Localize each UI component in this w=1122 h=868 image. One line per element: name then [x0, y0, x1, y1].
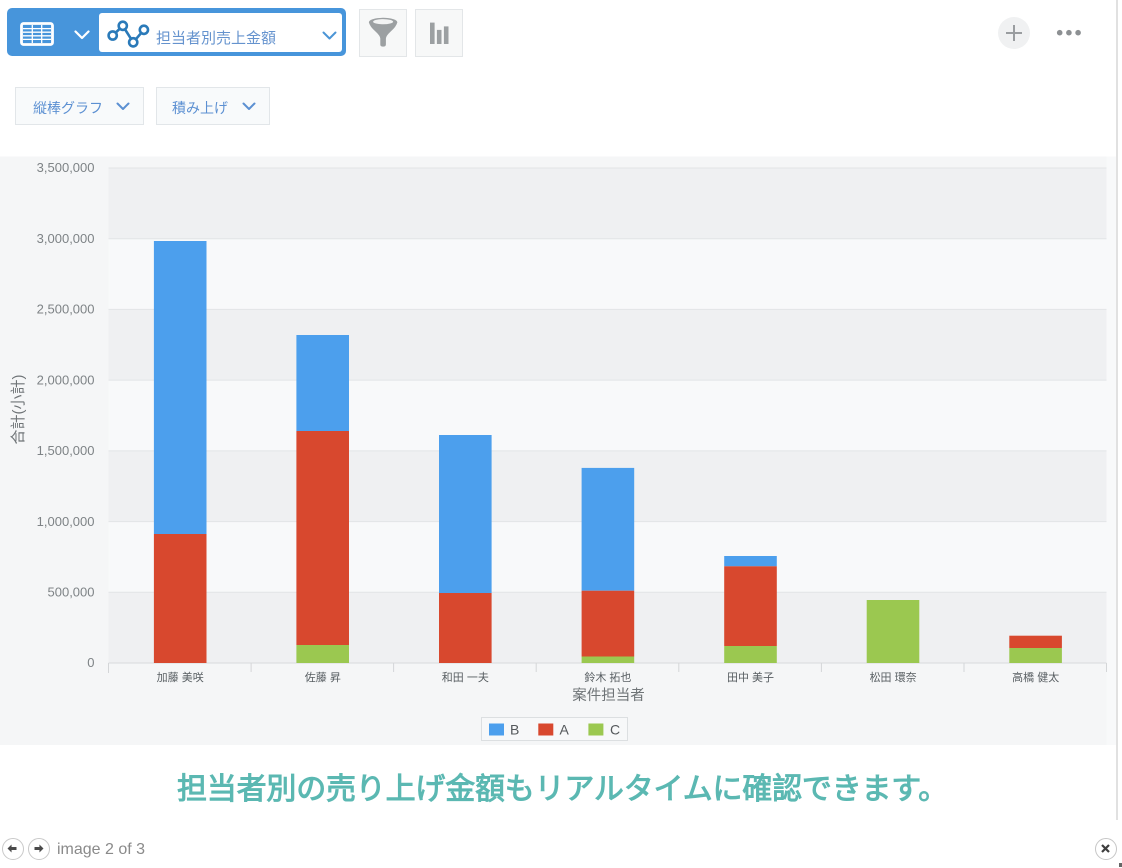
svg-text:1,000,000: 1,000,000: [37, 514, 95, 529]
svg-text:2,000,000: 2,000,000: [37, 372, 95, 387]
svg-text:3,500,000: 3,500,000: [37, 160, 95, 175]
svg-text:鈴木 拓也: 鈴木 拓也: [584, 670, 631, 684]
svg-text:C: C: [610, 722, 620, 738]
svg-text:和田 一夫: 和田 一夫: [442, 671, 489, 684]
svg-text:500,000: 500,000: [48, 585, 95, 600]
svg-text:案件担当者: 案件担当者: [572, 686, 645, 704]
svg-text:合計(小計): 合計(小計): [10, 375, 27, 445]
svg-text:加藤 美咲: 加藤 美咲: [157, 670, 204, 684]
svg-text:佐藤 昇: 佐藤 昇: [305, 670, 341, 684]
svg-text:2,500,000: 2,500,000: [37, 302, 95, 317]
svg-text:田中 美子: 田中 美子: [727, 671, 774, 684]
svg-text:高橋 健太: 高橋 健太: [1012, 670, 1059, 684]
svg-text:松田 環奈: 松田 環奈: [870, 670, 917, 684]
svg-text:1,500,000: 1,500,000: [37, 443, 95, 458]
svg-text:B: B: [510, 722, 519, 738]
svg-text:0: 0: [87, 655, 94, 670]
svg-text:A: A: [560, 722, 570, 738]
svg-text:3,000,000: 3,000,000: [37, 231, 95, 246]
